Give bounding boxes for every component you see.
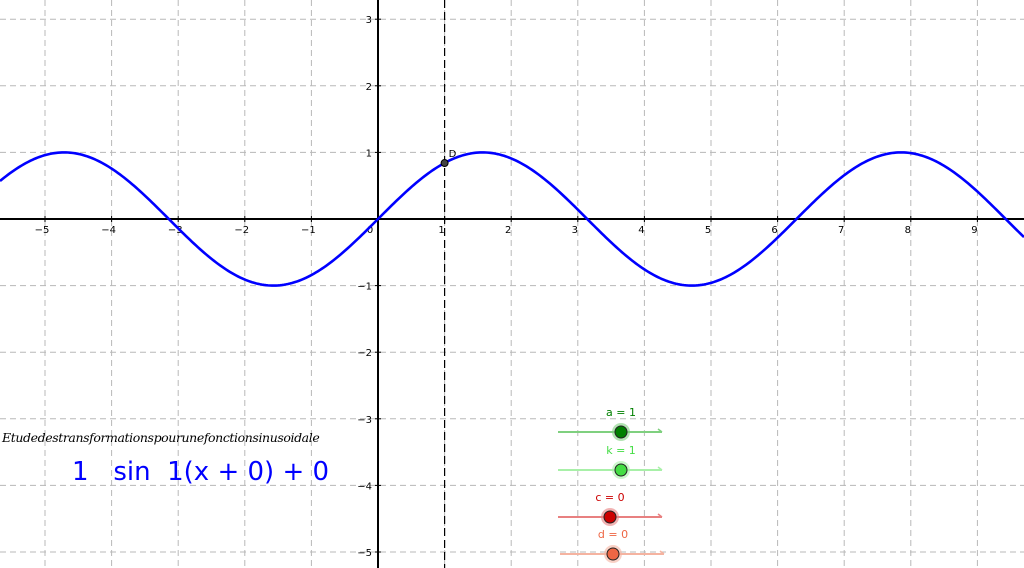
slider-k-arrow bbox=[657, 466, 663, 471]
point-d-layer[interactable]: D bbox=[440, 149, 457, 168]
sine-curve-path[interactable] bbox=[0, 151, 1024, 287]
y-tick-label: 1 bbox=[366, 148, 372, 159]
x-tick-label: 5 bbox=[705, 225, 711, 236]
slider-c-knob[interactable] bbox=[603, 510, 617, 524]
y-tick-label: −2 bbox=[357, 348, 372, 359]
point-d-label: D bbox=[449, 149, 457, 160]
y-tick-label: −1 bbox=[357, 282, 372, 293]
slider-a-label: a = 1 bbox=[606, 406, 636, 419]
slider-c-arrow bbox=[657, 513, 663, 518]
x-tick-label: −5 bbox=[35, 225, 50, 236]
sliders[interactable] bbox=[558, 423, 665, 563]
slider-k-label: k = 1 bbox=[606, 444, 636, 457]
x-tick-label: 8 bbox=[905, 225, 911, 236]
y-tick-label: −4 bbox=[357, 481, 372, 492]
y-tick-label: 3 bbox=[366, 15, 372, 26]
y-tick-label: −3 bbox=[357, 415, 372, 426]
point-d[interactable] bbox=[440, 159, 449, 168]
x-tick-label: −3 bbox=[168, 225, 183, 236]
axis-ticks: −5 −4 −3 −2 −1 0 1 2 3 4 5 6 7 8 9 3 2 1 −1 −2 −3 −4 −5 bbox=[35, 15, 978, 559]
x-tick-label: 4 bbox=[638, 225, 644, 236]
sine-curve[interactable] bbox=[0, 151, 1024, 287]
x-tick-label: 6 bbox=[771, 225, 777, 236]
slider-a-arrow bbox=[657, 428, 663, 433]
slider-k-knob[interactable] bbox=[614, 463, 628, 477]
x-tick-label: 1 bbox=[438, 225, 444, 236]
x-tick-label: 9 bbox=[971, 225, 977, 236]
slider-a-knob[interactable] bbox=[614, 425, 628, 439]
x-tick-label: 0 bbox=[367, 225, 373, 236]
slider-d-arrow bbox=[659, 550, 665, 555]
x-tick-label: −4 bbox=[101, 225, 116, 236]
formula-text: 1 sin 1(x + 0) + 0 bbox=[72, 457, 330, 487]
x-tick-label: 2 bbox=[505, 225, 511, 236]
x-tick-label: −1 bbox=[301, 225, 316, 236]
slider-d-knob[interactable] bbox=[606, 547, 620, 561]
slider-c-label: c = 0 bbox=[595, 491, 625, 504]
x-tick-label: −2 bbox=[234, 225, 249, 236]
chart-title: Etudedestransformationspourunefonctionsi… bbox=[2, 430, 320, 445]
x-tick-label: 3 bbox=[572, 225, 578, 236]
y-tick-label: −5 bbox=[357, 548, 372, 559]
slider-d-label: d = 0 bbox=[597, 528, 629, 541]
x-tick-label: 7 bbox=[838, 225, 844, 236]
y-tick-label: 2 bbox=[366, 82, 372, 93]
